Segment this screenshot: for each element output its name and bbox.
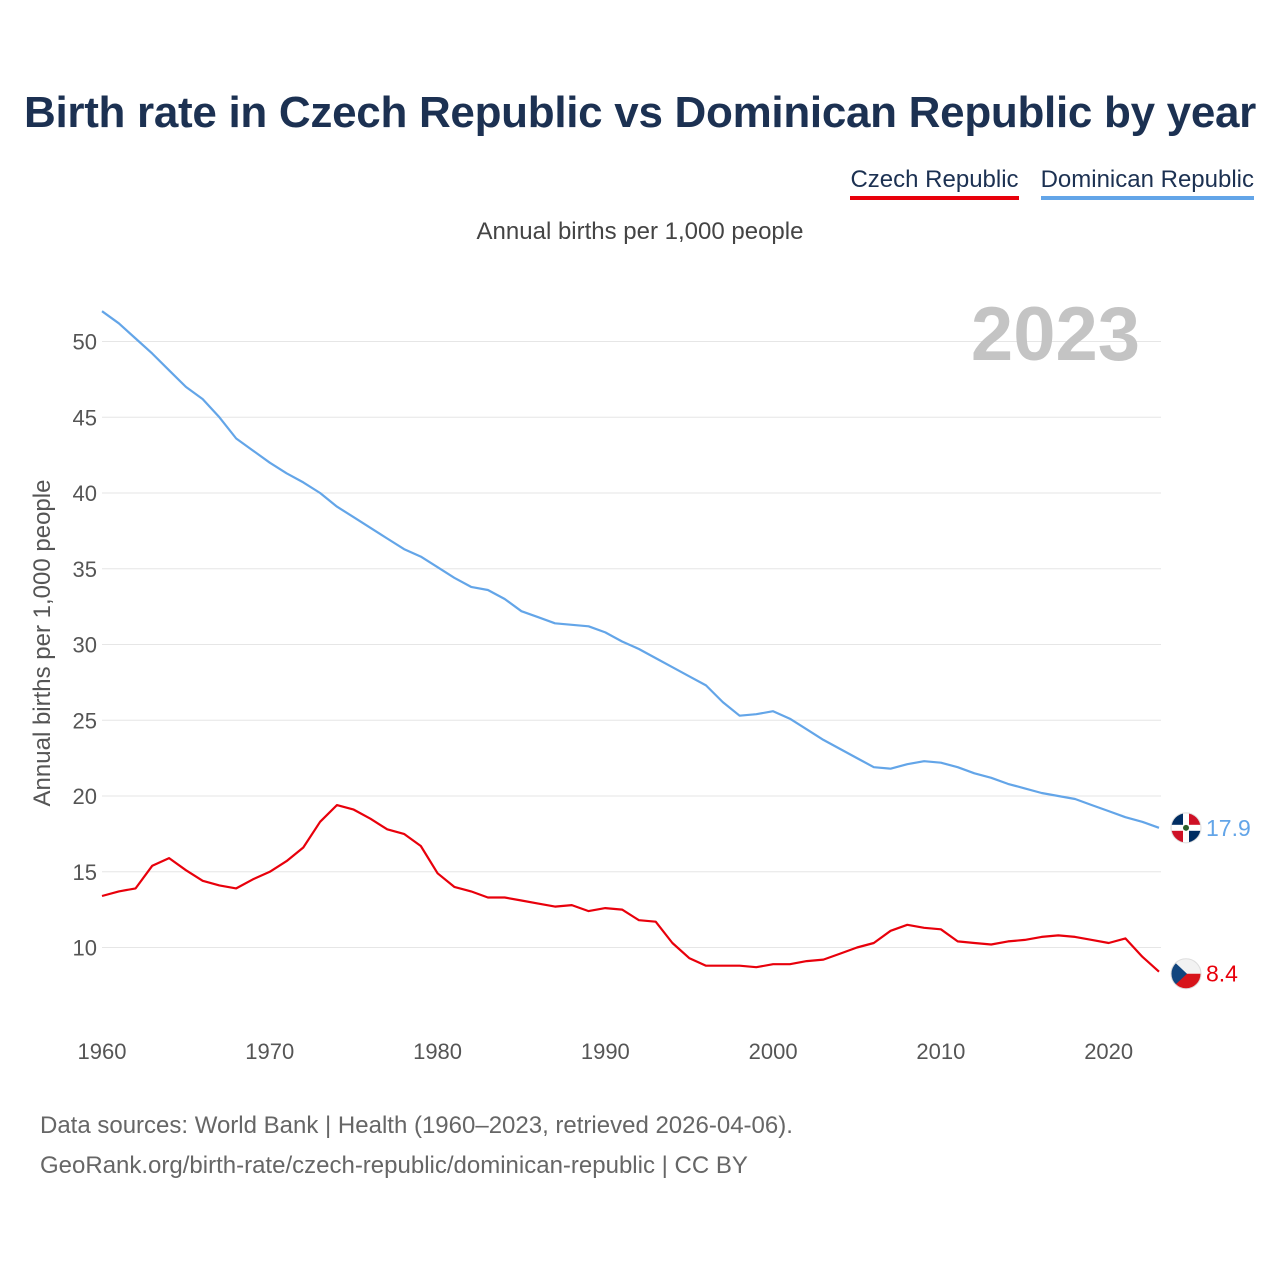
- x-tick-label: 1960: [78, 1039, 127, 1064]
- x-tick-label: 1990: [581, 1039, 630, 1064]
- y-axis-label: Annual births per 1,000 people: [29, 480, 56, 807]
- end-value-label-czech-republic: 8.4: [1206, 961, 1238, 987]
- x-axis-ticks: 1960 1970 1980 1990 2000 2010 2020: [78, 1039, 1134, 1064]
- y-tick-label: 30: [73, 633, 97, 658]
- series-line-dominican-republic[interactable]: [101, 310, 1160, 829]
- line-chart: 10 15 20 25 30 35 40 45 50 1960 1970 1980 1990 2000 2…: [29, 292, 1251, 1064]
- end-value-label-dominican-republic: 17.9: [1206, 815, 1251, 841]
- flag-icon-czech-republic: [1170, 958, 1202, 990]
- footer-sources: Data sources: World Bank | Health (1960–…: [40, 1112, 793, 1139]
- y-axis-ticks: 10 15 20 25 30 35 40 45 50: [73, 330, 97, 961]
- y-tick-label: 50: [73, 330, 97, 355]
- series-line-czech-republic[interactable]: [101, 803, 1160, 973]
- x-tick-label: 2010: [916, 1039, 965, 1064]
- x-tick-label: 1970: [245, 1039, 294, 1064]
- y-tick-label: 40: [73, 481, 97, 506]
- legend-item-dominican-republic[interactable]: Dominican Republic: [1040, 166, 1254, 200]
- legend: Czech Republic Dominican Republic: [850, 166, 1254, 200]
- y-tick-label: 35: [73, 557, 97, 582]
- grid: [102, 341, 1161, 948]
- y-tick-label: 10: [73, 936, 97, 961]
- footer: Data sources: World Bank | Health (1960–…: [40, 1106, 793, 1186]
- legend-item-czech-republic[interactable]: Czech Republic: [850, 166, 1019, 200]
- year-badge: 2023: [971, 292, 1140, 377]
- y-tick-label: 20: [73, 784, 97, 809]
- flag-icon-dominican-republic: [1170, 812, 1202, 844]
- y-tick-label: 45: [73, 405, 97, 430]
- x-tick-label: 2020: [1084, 1039, 1133, 1064]
- x-tick-label: 2000: [749, 1039, 798, 1064]
- y-tick-label: 25: [73, 708, 97, 733]
- y-tick-label: 15: [73, 860, 97, 885]
- chart-subtitle: Annual births per 1,000 people: [476, 218, 804, 245]
- x-tick-label: 1980: [413, 1039, 462, 1064]
- series-lines: [101, 310, 1160, 973]
- end-markers: 17.9 8.4: [1170, 812, 1251, 990]
- chart-title: Birth rate in Czech Republic vs Dominica…: [23, 88, 1257, 137]
- footer-link[interactable]: GeoRank.org/birth-rate/czech-republic/do…: [40, 1152, 748, 1179]
